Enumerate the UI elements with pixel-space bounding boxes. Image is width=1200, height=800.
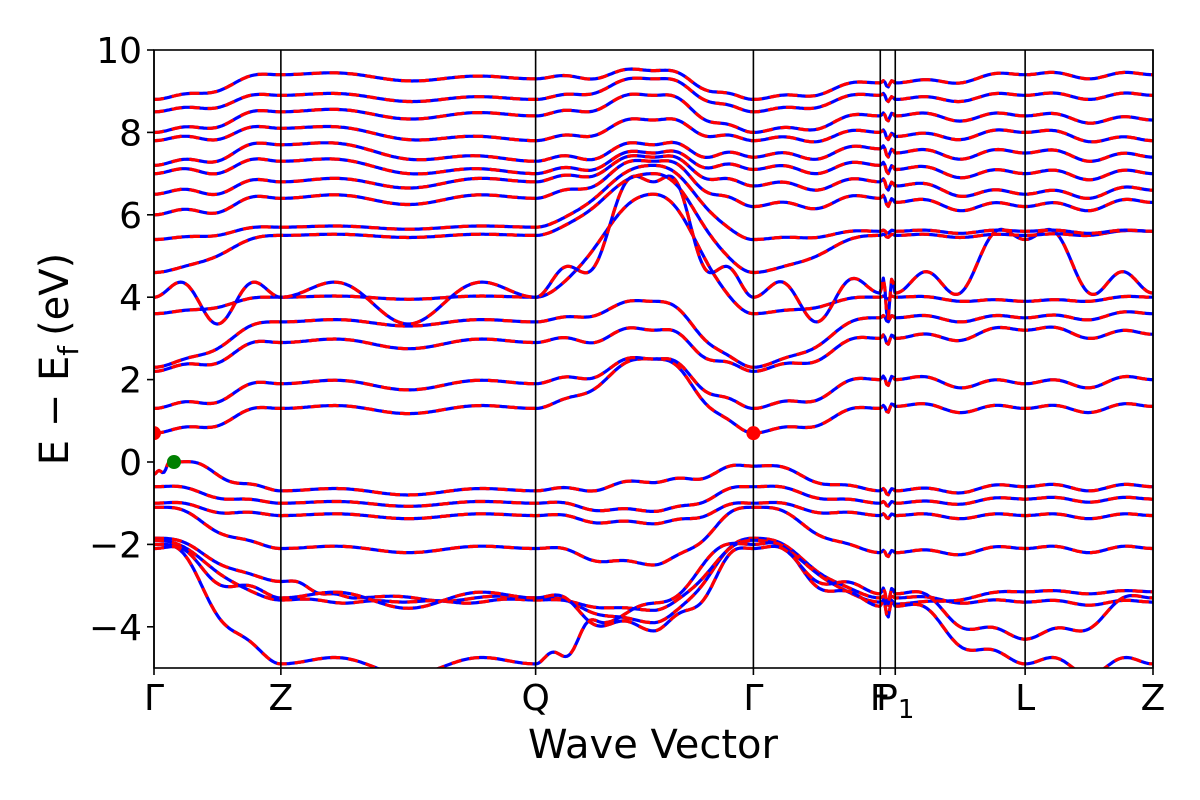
band-line-dashed xyxy=(154,174,1153,326)
band-line-dashed xyxy=(154,117,1153,144)
band-line-dashed xyxy=(154,154,1153,200)
cbm-marker xyxy=(746,426,761,441)
vbm-marker xyxy=(166,455,181,469)
band-line-dashed xyxy=(154,536,1153,625)
y-tick-label: 0 xyxy=(119,443,142,484)
band-line-dashed xyxy=(154,505,1153,567)
cbm-marker xyxy=(154,426,161,441)
band-line-dashed xyxy=(154,500,1153,526)
x-axis-ticks: Γ Z Q Γ FP1 L Z xyxy=(144,668,1165,725)
kpoint-label: Γ xyxy=(743,678,763,719)
band-line-dashed xyxy=(154,459,1153,497)
band-line-dashed xyxy=(154,140,1153,167)
x-tick-label: Γ xyxy=(743,678,763,719)
y-tick-label: −2 xyxy=(89,525,142,566)
x-tick-label: Z xyxy=(1141,678,1166,719)
y-axis-label-subscript: f xyxy=(52,345,85,356)
y-axis-ticks: −4 −2 0 2 4 6 8 10 xyxy=(89,31,154,649)
band-line-solid xyxy=(154,299,1153,369)
band-line-dashed xyxy=(154,172,1153,275)
y-tick-label: 2 xyxy=(119,361,142,402)
band-line-dashed xyxy=(154,163,1153,242)
band-line-dashed xyxy=(154,158,1153,217)
y-tick-label: 8 xyxy=(119,113,142,154)
kpoint-label: Z xyxy=(269,678,294,719)
kpoint-label: Γ xyxy=(144,678,164,719)
plot-frame xyxy=(153,49,1154,669)
x-tick-label: Γ xyxy=(144,678,164,719)
band-line-dashed xyxy=(154,192,1153,316)
band-line-dashed xyxy=(154,92,1153,134)
x-tick-label: L xyxy=(1015,678,1035,719)
band-line-dashed xyxy=(154,541,1153,668)
y-tick-label: 4 xyxy=(119,278,142,319)
kpoint-label: F xyxy=(870,678,891,719)
kpoint-label-subscript: 1 xyxy=(898,695,915,725)
band-line-dashed xyxy=(154,356,1153,410)
extrema-markers xyxy=(154,426,761,469)
y-axis-label-main: E − E xyxy=(32,356,78,466)
y-tick-label: 6 xyxy=(119,196,142,237)
bands-layer xyxy=(154,67,1153,668)
x-tick-label: P1 xyxy=(876,678,914,725)
kpoint-label: L xyxy=(1015,678,1035,719)
x-tick-label: Z xyxy=(269,678,294,719)
y-tick-label: 10 xyxy=(96,31,142,72)
band-line-dashed xyxy=(154,149,1153,182)
band-line-dashed xyxy=(154,538,1153,612)
x-tick-label: F xyxy=(870,678,891,719)
y-axis-label: E − Ef (eV) xyxy=(32,253,85,466)
band-line-dashed xyxy=(154,325,1153,373)
x-axis-label: Wave Vector xyxy=(528,722,779,768)
x-tick-label: Q xyxy=(521,678,549,719)
kpoint-label: Z xyxy=(1141,678,1166,719)
y-axis-label-unit: (eV) xyxy=(32,253,78,336)
band-line-dashed xyxy=(154,544,1153,641)
kpoint-label: P xyxy=(876,678,898,719)
band-line-dashed xyxy=(154,484,1153,513)
band-line-dashed xyxy=(154,67,1153,101)
y-tick-label: −4 xyxy=(89,608,142,649)
band-line-dashed xyxy=(154,357,1153,435)
kpoint-label: Q xyxy=(521,678,549,719)
band-line-dashed xyxy=(154,76,1153,114)
